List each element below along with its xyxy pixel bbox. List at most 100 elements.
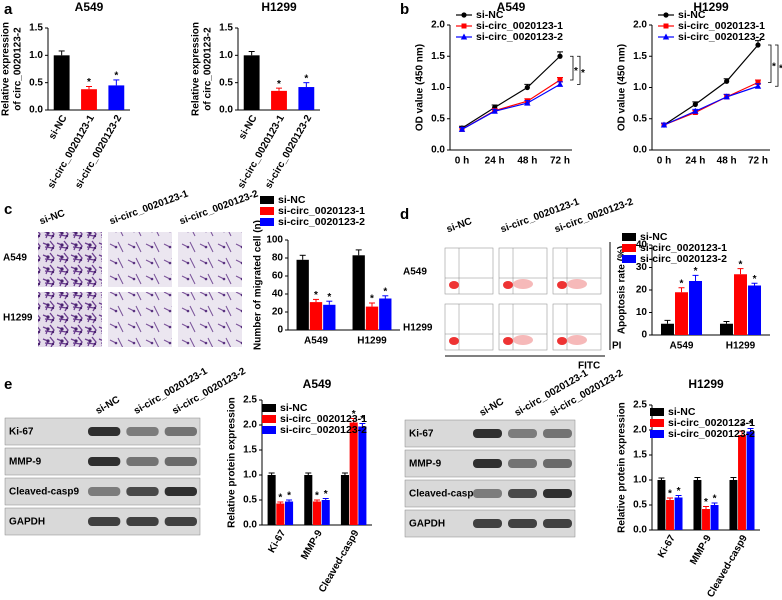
bracket [570, 55, 574, 81]
cell-cloud [567, 335, 587, 345]
marker [458, 125, 466, 132]
column-label: si-NC [445, 216, 473, 235]
y-tick-label: 40 [272, 289, 284, 300]
y-tick-label: 0.0 [243, 520, 257, 531]
band [508, 459, 537, 468]
line [461, 83, 561, 130]
cell-cloud [503, 337, 513, 345]
y-tick-label: 0.5 [633, 500, 647, 511]
micrograph [178, 232, 242, 287]
y-tick-label: 0 [277, 325, 283, 336]
legend-label: si-circ_0020123-2 [278, 216, 365, 228]
significance: * [581, 68, 585, 79]
y-tick-label: 2.0 [633, 425, 647, 436]
axis-label: PI [612, 341, 622, 352]
y-tick-label: 0.0 [633, 145, 647, 156]
cell-cloud [513, 279, 533, 289]
legend-label: si-circ_0020123-1 [678, 20, 765, 32]
bar [349, 422, 358, 525]
marker [660, 121, 668, 128]
y-tick-label: 0 [641, 330, 647, 341]
significance: * [677, 486, 681, 497]
band [164, 487, 197, 496]
y-tick-label: 0.0 [633, 525, 647, 536]
marker [724, 78, 730, 84]
marker [662, 33, 670, 40]
marker [557, 53, 563, 59]
y-axis-label: Apoptosis rate (%) [617, 246, 628, 334]
legend-label: si-circ_0020123-1 [668, 417, 755, 429]
panel-label: d [400, 206, 409, 223]
cell-cloud [513, 335, 533, 345]
bar [657, 480, 666, 530]
band [543, 459, 572, 468]
band [126, 517, 159, 526]
row-label: MMP-9 [9, 457, 42, 468]
significance: * [370, 294, 374, 305]
y-tick-label: 0.5 [243, 495, 257, 506]
significance: * [680, 278, 684, 289]
bar [323, 304, 336, 330]
marker [663, 23, 669, 29]
y-axis-label: Relative expression [191, 22, 202, 116]
marker [723, 93, 730, 100]
bar [734, 274, 747, 335]
legend-label: si-circ_0020123-2 [678, 31, 765, 43]
x-tick-label: H1299 [357, 336, 387, 347]
y-tick-label: 1.5 [219, 23, 233, 34]
column-label: si-circ_0020123-1 [108, 188, 190, 227]
band [543, 489, 572, 498]
y-tick-label: 1.0 [219, 50, 233, 61]
y-tick-label: 2.5 [243, 395, 257, 406]
legend-swatch [650, 419, 664, 427]
bar [271, 90, 287, 110]
band [543, 519, 572, 528]
significance: * [360, 414, 364, 425]
significance: * [315, 491, 319, 502]
bar [304, 475, 313, 525]
marker [491, 107, 498, 114]
marker [692, 101, 698, 107]
cell-cloud [449, 337, 459, 345]
bar [243, 55, 260, 110]
legend-label: si-NC [668, 406, 696, 418]
significance: * [753, 274, 757, 285]
y-tick-label: 2.0 [431, 20, 445, 31]
bar [309, 302, 323, 330]
x-tick-label: 24 h [485, 156, 505, 167]
panel-label: c [4, 201, 12, 218]
band [126, 487, 159, 496]
significance: * [327, 292, 331, 303]
band [164, 457, 197, 466]
y-tick-label: 1.0 [431, 82, 445, 93]
bar [81, 89, 97, 110]
micrograph [38, 292, 102, 347]
line [663, 44, 759, 126]
y-axis-label: Relative protein expression [617, 402, 628, 533]
legend-label: si-NC [640, 231, 668, 243]
x-tick-label: si-NC [237, 113, 260, 141]
significance: * [740, 422, 744, 433]
significance: * [383, 286, 387, 297]
band [543, 429, 572, 438]
cell-cloud [557, 281, 567, 289]
bar [738, 435, 746, 530]
significance: * [694, 266, 698, 277]
legend-swatch [650, 430, 664, 438]
axis-label: FITC [578, 361, 600, 372]
band [88, 487, 121, 496]
x-tick-label: MMP-9 [688, 533, 714, 567]
bar [693, 480, 702, 530]
y-tick-label: 10 [636, 307, 648, 318]
y-axis-label: Relative expression [1, 22, 12, 116]
row-label: GAPDH [9, 517, 45, 528]
legend-swatch [260, 207, 274, 215]
band [508, 519, 537, 528]
panel-label: a [4, 1, 13, 18]
row-label: H1299 [403, 323, 433, 334]
micrograph [108, 292, 172, 347]
legend-label: si-circ_0020123-2 [668, 428, 755, 440]
band [508, 489, 537, 498]
legend-swatch [622, 255, 636, 263]
row-label: Ki-67 [409, 429, 434, 440]
